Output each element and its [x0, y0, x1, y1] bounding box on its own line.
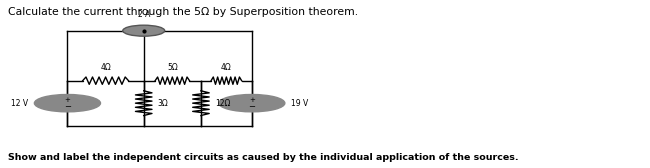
- Text: 3Ω: 3Ω: [158, 99, 168, 108]
- Text: −: −: [248, 102, 255, 111]
- Text: Calculate the current through the 5Ω by Superposition theorem.: Calculate the current through the 5Ω by …: [8, 7, 358, 17]
- Text: +: +: [249, 97, 255, 103]
- Circle shape: [34, 94, 101, 112]
- Text: 19 V: 19 V: [291, 99, 309, 108]
- Text: 5Ω: 5Ω: [167, 63, 177, 72]
- Text: +: +: [64, 97, 70, 103]
- Circle shape: [123, 25, 164, 36]
- Text: 4Ω: 4Ω: [221, 63, 232, 72]
- Text: 2 A: 2 A: [138, 10, 150, 18]
- Text: Show and label the independent circuits as caused by the individual application : Show and label the independent circuits …: [8, 153, 519, 162]
- Text: −: −: [64, 102, 71, 111]
- Text: 4Ω: 4Ω: [100, 63, 111, 72]
- Circle shape: [219, 94, 285, 112]
- Text: 12Ω: 12Ω: [215, 99, 230, 108]
- Text: 12 V: 12 V: [11, 99, 28, 108]
